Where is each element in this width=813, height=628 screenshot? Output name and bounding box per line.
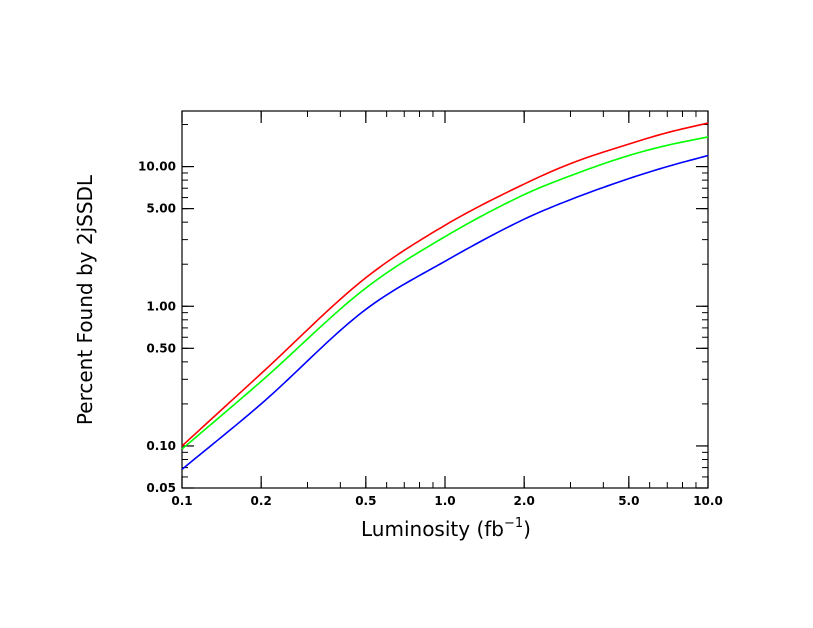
y-tick-label: 1.00 bbox=[146, 299, 176, 313]
x-tick-label: 0.2 bbox=[251, 494, 272, 508]
y-tick-label: 5.00 bbox=[146, 202, 176, 216]
series-line-3 bbox=[181, 154, 709, 470]
major-ticks bbox=[181, 111, 709, 489]
x-tick-labels: 0.1 0.2 0.5 1.0 2.0 5.0 10.0 bbox=[171, 494, 722, 508]
y-axis-title: Percent Found by 2jSSDL bbox=[73, 174, 97, 425]
y-tick-label: 0.05 bbox=[146, 481, 176, 495]
series-line-2 bbox=[181, 136, 709, 450]
x-axis-title-close: ) bbox=[523, 517, 531, 541]
x-tick-label: 0.1 bbox=[171, 494, 192, 508]
x-tick-label: 0.5 bbox=[355, 494, 376, 508]
x-tick-label: 10.0 bbox=[693, 494, 723, 508]
series-line-1 bbox=[181, 122, 709, 447]
plot-frame bbox=[181, 110, 709, 489]
y-tick-labels: 0.05 0.10 0.50 1.00 5.00 10.00 bbox=[138, 160, 176, 495]
series-lines bbox=[181, 122, 709, 470]
y-tick-label: 0.10 bbox=[146, 439, 176, 453]
x-tick-label: 2.0 bbox=[514, 494, 535, 508]
y-tick-label: 10.00 bbox=[138, 160, 176, 174]
x-tick-label: 5.0 bbox=[618, 494, 639, 508]
y-tick-label: 0.50 bbox=[146, 341, 176, 355]
x-axis-title-main: Luminosity (fb bbox=[361, 517, 504, 541]
x-tick-label: 1.0 bbox=[434, 494, 455, 508]
x-axis-title: Luminosity (fb−1) bbox=[361, 516, 531, 541]
minor-ticks bbox=[181, 111, 708, 489]
x-axis-title-sup: −1 bbox=[504, 516, 523, 531]
